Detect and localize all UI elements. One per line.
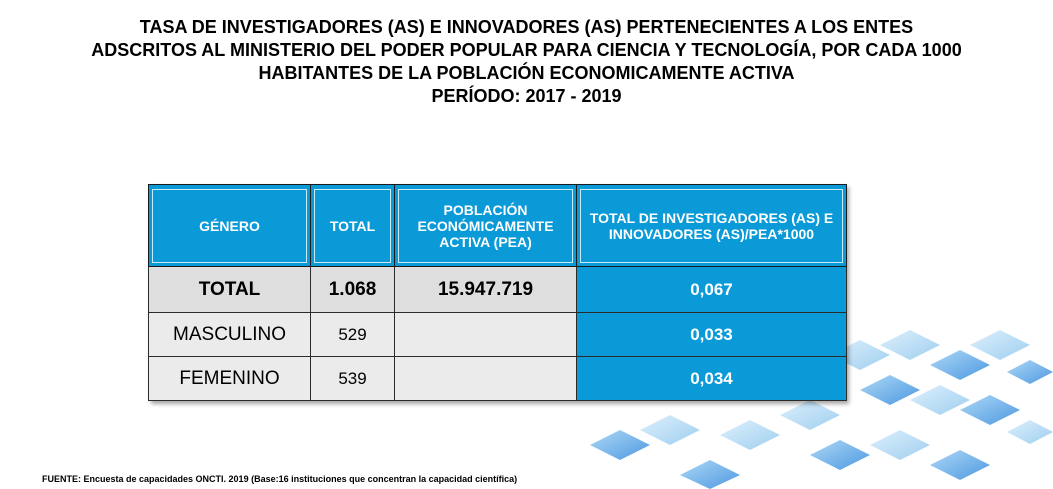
cell-genero: FEMENINO	[148, 356, 311, 401]
cell-pea	[394, 312, 577, 357]
decorative-cubes-graphic	[590, 330, 1053, 489]
data-table: GÉNERO TOTAL POBLACIÓN ECONÓMICAMENTE AC…	[148, 184, 847, 401]
cell-tasa: 0,067	[576, 266, 847, 313]
cell-total: 1.068	[310, 266, 395, 313]
cell-genero: TOTAL	[148, 266, 311, 313]
title-line-2: ADSCRITOS AL MINISTERIO DEL PODER POPULA…	[91, 40, 962, 60]
cell-total: 539	[310, 356, 395, 401]
cell-tasa: 0,033	[576, 312, 847, 357]
cell-tasa: 0,034	[576, 356, 847, 401]
title-line-4: PERÍODO: 2017 - 2019	[431, 86, 622, 106]
title-line-3: HABITANTES DE LA POBLACIÓN ECONOMICAMENT…	[258, 63, 795, 83]
cell-total: 529	[310, 312, 395, 357]
column-header-genero: GÉNERO	[148, 184, 311, 267]
table-row: FEMENINO 539 0,034	[148, 356, 847, 401]
cell-pea: 15.947.719	[394, 266, 577, 313]
table-row: TOTAL 1.068 15.947.719 0,067	[148, 266, 847, 313]
title-line-1: TASA DE INVESTIGADORES (AS) E INNOVADORE…	[139, 17, 914, 37]
source-note: FUENTE: Encuesta de capacidades ONCTI. 2…	[42, 474, 518, 484]
cell-pea	[394, 356, 577, 401]
column-header-pea: POBLACIÓN ECONÓMICAMENTE ACTIVA (PEA)	[394, 184, 577, 267]
cell-genero: MASCULINO	[148, 312, 311, 357]
column-header-tasa: TOTAL DE INVESTIGADORES (AS) E INNOVADOR…	[576, 184, 847, 267]
data-table-container: GÉNERO TOTAL POBLACIÓN ECONÓMICAMENTE AC…	[148, 184, 847, 401]
table-header-row: GÉNERO TOTAL POBLACIÓN ECONÓMICAMENTE AC…	[148, 184, 847, 267]
page-title: TASA DE INVESTIGADORES (AS) E INNOVADORE…	[0, 16, 1053, 108]
table-row: MASCULINO 529 0,033	[148, 312, 847, 357]
column-header-total: TOTAL	[310, 184, 395, 267]
